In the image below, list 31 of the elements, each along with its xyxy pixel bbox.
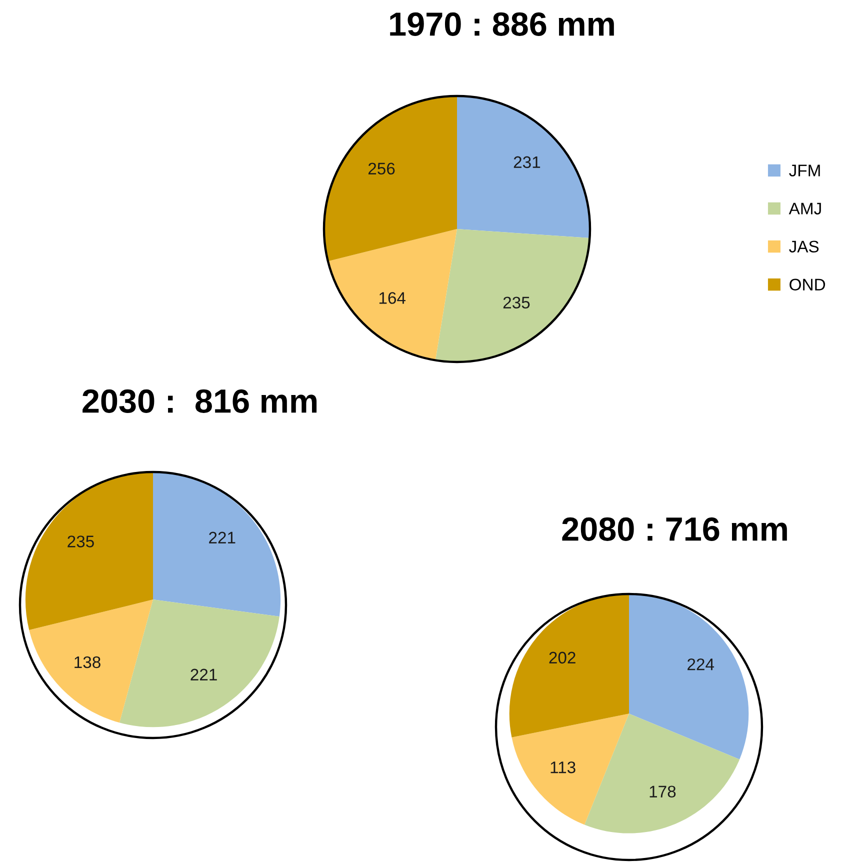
data-label: 138 [74,656,100,668]
pie-slice [584,714,740,834]
legend-label: AMJ [788,202,821,214]
pie-slice [153,472,281,616]
chart-title: 1970 : 886 mm [390,12,614,36]
data-label: 178 [650,786,676,798]
legend-label: JFM [789,164,820,176]
data-label: 231 [514,156,540,168]
legend-label: OND [790,278,826,291]
pie-slice [29,600,153,723]
pie-slice [119,600,280,728]
data-label: 113 [550,761,576,774]
chart-title: 2030 : 816 mm [82,389,317,413]
chart-title: 2080 : 716 mm [562,517,787,541]
data-label: 221 [190,668,217,680]
pie-slice [25,472,153,630]
legend-label: JAS [789,240,819,252]
pie-slice [629,594,749,760]
data-label: 221 [209,532,236,544]
data-label: 256 [368,162,395,175]
pie-slice [512,714,629,825]
pie-slice [457,96,590,238]
pie-slice [435,229,590,362]
data-label: 224 [688,658,714,670]
data-label: 202 [549,652,576,664]
data-label: 235 [503,296,530,309]
pie-slice [328,229,457,360]
data-label: 235 [68,536,94,548]
pie-slice [324,96,457,262]
pie-slice [509,594,629,738]
data-label: 164 [379,292,406,304]
